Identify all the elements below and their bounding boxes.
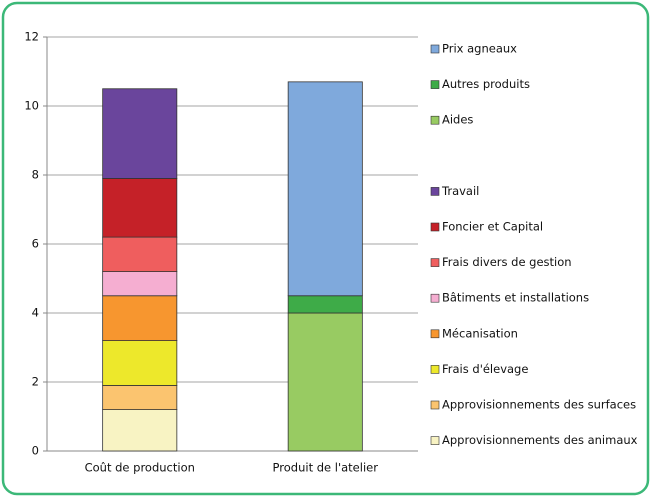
- bar-segment: [287, 81, 363, 297]
- bar-segment: [102, 295, 178, 341]
- legend-label: Prix agneaux: [442, 42, 517, 56]
- legend-swatch: [430, 329, 440, 339]
- legend-label: Foncier et Capital: [442, 220, 543, 234]
- legend-label: Approvisionnements des surfaces: [442, 398, 636, 412]
- y-tick-label: 0: [32, 444, 39, 458]
- x-tick-label: Coût de production: [85, 461, 195, 475]
- legend-swatch: [430, 44, 440, 54]
- legend-swatch: [430, 187, 440, 196]
- legend-label: Approvisionnements des animaux: [442, 433, 638, 447]
- y-tick-label: 4: [32, 306, 39, 320]
- y-tick-label: 6: [32, 237, 39, 251]
- bar-segment: [102, 340, 178, 386]
- y-tick-label: 8: [32, 168, 39, 182]
- bar-segment: [102, 385, 178, 411]
- x-tick-label: Produit de l'atelier: [273, 461, 379, 475]
- y-tick-label: 10: [24, 99, 39, 113]
- bar-segment: [102, 88, 178, 179]
- legend-label: Aides: [442, 113, 473, 127]
- y-tick-label: 2: [32, 375, 39, 389]
- legend-swatch: [430, 258, 440, 267]
- bar-segment: [102, 236, 178, 273]
- legend-swatch: [430, 80, 440, 89]
- legend-swatch: [430, 293, 440, 303]
- legend-label: Frais divers de gestion: [442, 255, 572, 269]
- bar-segment: [287, 312, 363, 452]
- legend-swatch: [430, 400, 440, 410]
- bar-segment: [102, 178, 178, 238]
- bar-segment: [102, 271, 178, 297]
- legend-swatch: [430, 115, 440, 125]
- legend-swatch: [430, 365, 440, 374]
- legend-label: Bâtiments et installations: [442, 291, 589, 305]
- legend-swatch: [430, 436, 440, 445]
- legend-swatch: [430, 222, 440, 232]
- legend-label: Autres produits: [442, 77, 530, 91]
- y-tick-label: 12: [24, 30, 39, 44]
- bar-segment: [102, 409, 178, 452]
- legend-label: Frais d'élevage: [442, 362, 528, 376]
- bar-segment: [287, 295, 363, 314]
- legend-label: Travail: [441, 184, 479, 198]
- legend-label: Mécanisation: [442, 326, 518, 340]
